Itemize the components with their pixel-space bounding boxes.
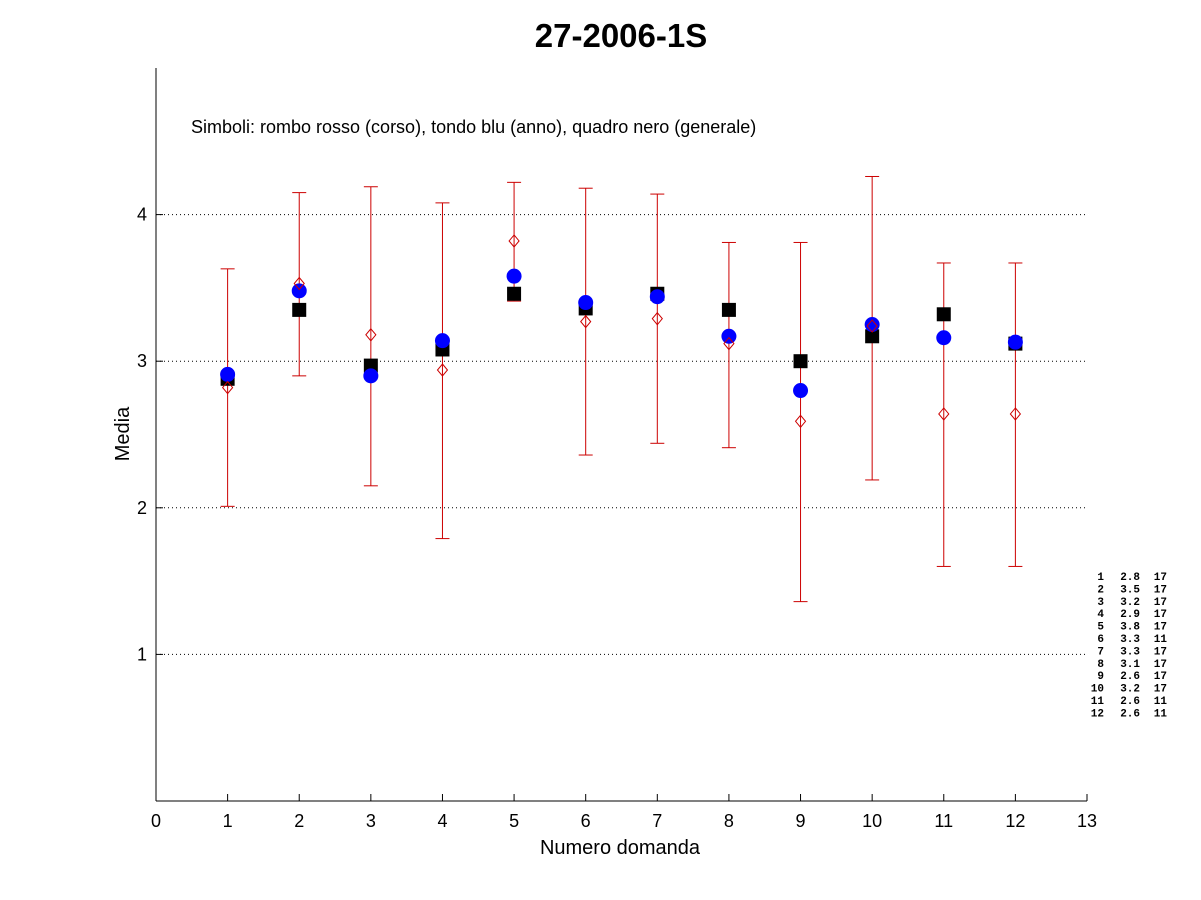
y-tick-label-2: 2 [137, 498, 147, 518]
side-table-index-2: 2 [1097, 584, 1104, 596]
y-tick-label-1: 1 [137, 644, 147, 664]
square-point-5 [507, 286, 522, 301]
x-tick-label-9: 9 [796, 811, 806, 831]
side-table-count-5: 17 [1154, 622, 1167, 634]
x-tick-label-0: 0 [151, 811, 161, 831]
side-table-count-9: 17 [1154, 671, 1167, 683]
chart-title: 27-2006-1S [535, 17, 707, 54]
circle-point-6 [578, 295, 594, 311]
side-table-count-1: 17 [1154, 572, 1167, 584]
side-table-value-6: 3.3 [1120, 634, 1140, 646]
circle-point-12 [1007, 334, 1023, 350]
side-table-count-10: 17 [1154, 684, 1167, 696]
y-tick-label-4: 4 [137, 205, 147, 225]
circle-point-4 [434, 333, 450, 349]
side-table-value-11: 2.6 [1120, 696, 1140, 708]
side-table-index-4: 4 [1097, 609, 1104, 621]
circle-point-11 [936, 330, 952, 346]
error-bars [220, 175, 1023, 603]
side-table-value-7: 3.3 [1120, 646, 1140, 658]
y-ticks: 1 2 3 4 [137, 205, 163, 664]
square-point-2 [292, 302, 307, 317]
square-point-9 [793, 354, 808, 369]
side-table-value-5: 3.8 [1120, 622, 1140, 634]
circle-point-7 [649, 289, 665, 305]
circle-point-3 [363, 368, 379, 384]
x-tick-label-5: 5 [509, 811, 519, 831]
side-table-value-2: 3.5 [1120, 584, 1140, 596]
side-table-value-4: 2.9 [1120, 609, 1140, 621]
circle-point-9 [793, 383, 809, 399]
circle-point-8 [721, 328, 737, 344]
x-tick-label-7: 7 [652, 811, 662, 831]
diamond-point-7 [651, 311, 663, 326]
side-table-index-1: 1 [1097, 572, 1104, 584]
x-tick-label-8: 8 [724, 811, 734, 831]
x-tick-label-10: 10 [862, 811, 882, 831]
x-tick-label-3: 3 [366, 811, 376, 831]
x-tick-label-1: 1 [223, 811, 233, 831]
x-tick-label-6: 6 [581, 811, 591, 831]
side-table-index-12: 12 [1091, 708, 1104, 720]
side-table-value-9: 2.6 [1120, 671, 1140, 683]
y-axis-label: Media [112, 406, 134, 461]
side-table-value-12: 2.6 [1120, 708, 1140, 720]
diamond-point-2 [293, 276, 305, 291]
diamond-point-5 [508, 234, 520, 248]
x-tick-label-4: 4 [437, 811, 447, 831]
side-table-value-8: 3.1 [1120, 659, 1140, 671]
diamond-point-10 [866, 319, 878, 333]
side-table-index-7: 7 [1097, 646, 1104, 658]
side-table-count-11: 11 [1154, 696, 1168, 708]
side-table-count-3: 17 [1154, 597, 1167, 609]
circle-point-2 [291, 283, 307, 299]
x-tick-label-13: 13 [1077, 811, 1097, 831]
symbol-annotation: Simboli: rombo rosso (corso), tondo blu … [191, 117, 756, 137]
data-marks [220, 234, 1023, 429]
diamond-point-8 [723, 336, 735, 351]
side-table-value-3: 3.2 [1120, 597, 1140, 609]
y-tick-label-3: 3 [137, 351, 147, 371]
axes [155, 68, 1087, 802]
circle-point-10 [864, 317, 880, 333]
side-table-count-12: 11 [1154, 708, 1168, 720]
square-point-10 [865, 329, 880, 344]
side-table-index-11: 11 [1091, 696, 1105, 708]
x-ticks: 0 1 2 3 4 5 6 7 8 9 10 11 12 13 [151, 794, 1097, 831]
diamond-point-9 [794, 414, 807, 429]
grid-lines [156, 214, 1087, 655]
square-point-3 [363, 358, 378, 373]
x-tick-label-12: 12 [1005, 811, 1025, 831]
diamond-point-3 [365, 328, 377, 342]
diamond-point-1 [221, 380, 234, 395]
diamond-point-11 [938, 407, 950, 421]
side-table-index-5: 5 [1097, 622, 1104, 634]
x-tick-label-11: 11 [934, 811, 953, 831]
side-table: 1 2.8 17 2 3.5 17 3 3.2 17 4 2.9 17 5 3.8 17 6 3.3 11 7 3.3… [1091, 572, 1168, 720]
side-table-index-6: 6 [1097, 634, 1104, 646]
square-point-11 [936, 307, 951, 322]
side-table-value-1: 2.8 [1120, 572, 1140, 584]
side-table-index-9: 9 [1097, 671, 1104, 683]
diamond-point-12 [1009, 407, 1022, 421]
circle-point-1 [220, 366, 236, 382]
side-table-count-4: 17 [1154, 609, 1167, 621]
x-axis-label: Numero domanda [540, 837, 701, 859]
side-table-index-8: 8 [1097, 659, 1104, 671]
square-point-8 [721, 302, 736, 317]
side-table-count-6: 11 [1154, 634, 1168, 646]
side-table-index-10: 10 [1091, 684, 1104, 696]
side-table-value-10: 3.2 [1120, 684, 1140, 696]
diamond-point-4 [436, 363, 449, 377]
side-table-count-8: 17 [1154, 659, 1167, 671]
diamond-point-6 [580, 314, 592, 329]
side-table-count-2: 17 [1154, 584, 1167, 596]
side-table-index-3: 3 [1097, 597, 1104, 609]
circle-point-5 [506, 268, 522, 284]
side-table-count-7: 17 [1154, 646, 1167, 658]
x-tick-label-2: 2 [294, 811, 304, 831]
